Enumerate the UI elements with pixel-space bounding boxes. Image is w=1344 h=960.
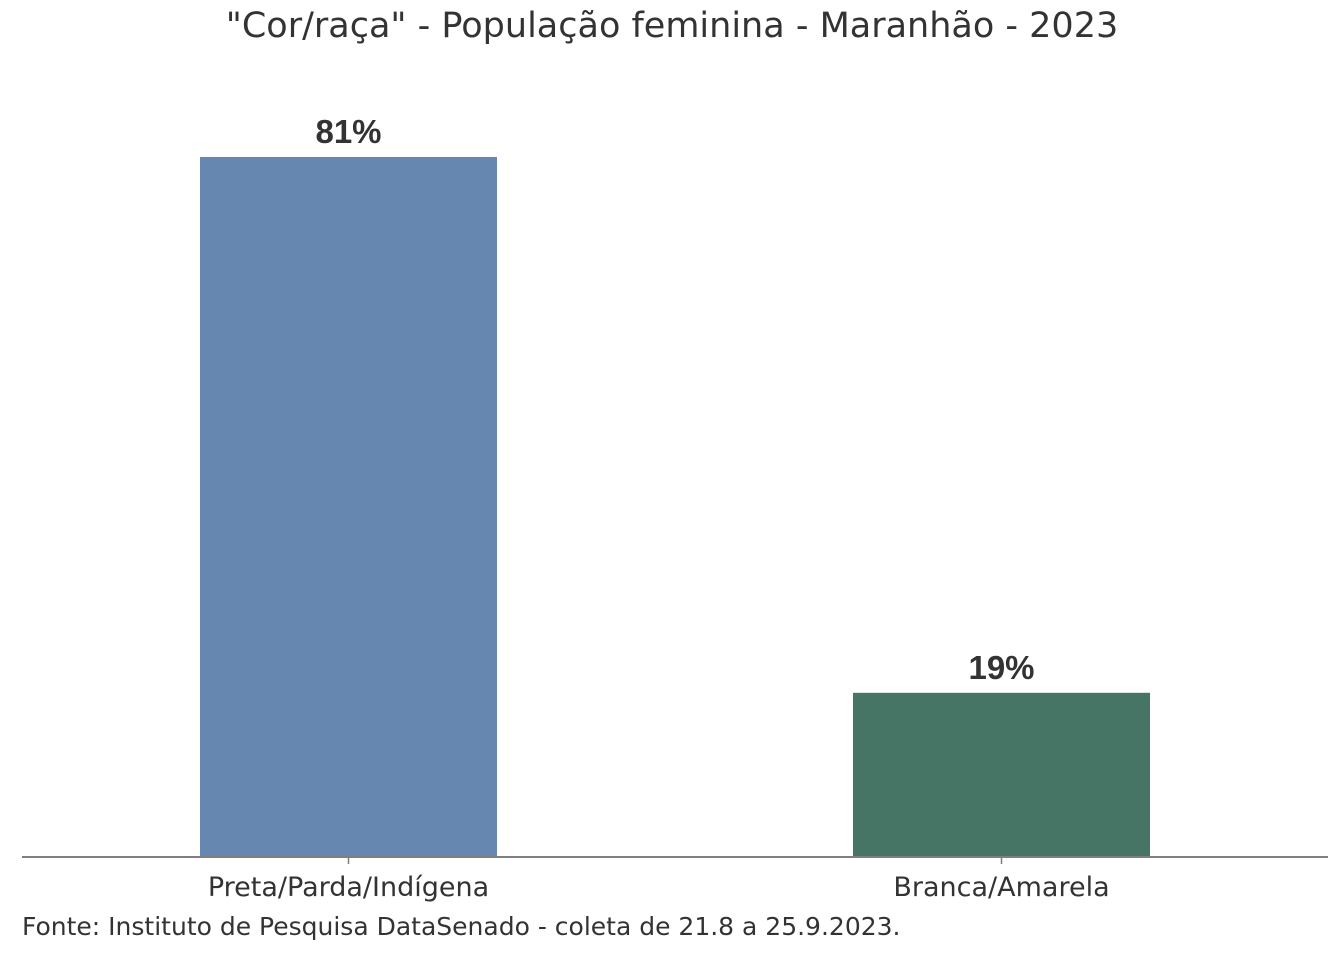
- x-tick-label-1: Preta/Parda/Indígena: [208, 872, 489, 903]
- x-tick-label-2: Branca/Amarela: [893, 872, 1109, 903]
- data-label-1: 81%: [315, 113, 381, 150]
- chart-title: "Cor/raça" - População feminina - Maranh…: [225, 6, 1119, 46]
- bar-2: [853, 692, 1150, 856]
- data-label-2: 19%: [968, 649, 1034, 686]
- bar-1: [200, 157, 497, 856]
- source-note: Fonte: Instituto de Pesquisa DataSenado …: [22, 912, 901, 941]
